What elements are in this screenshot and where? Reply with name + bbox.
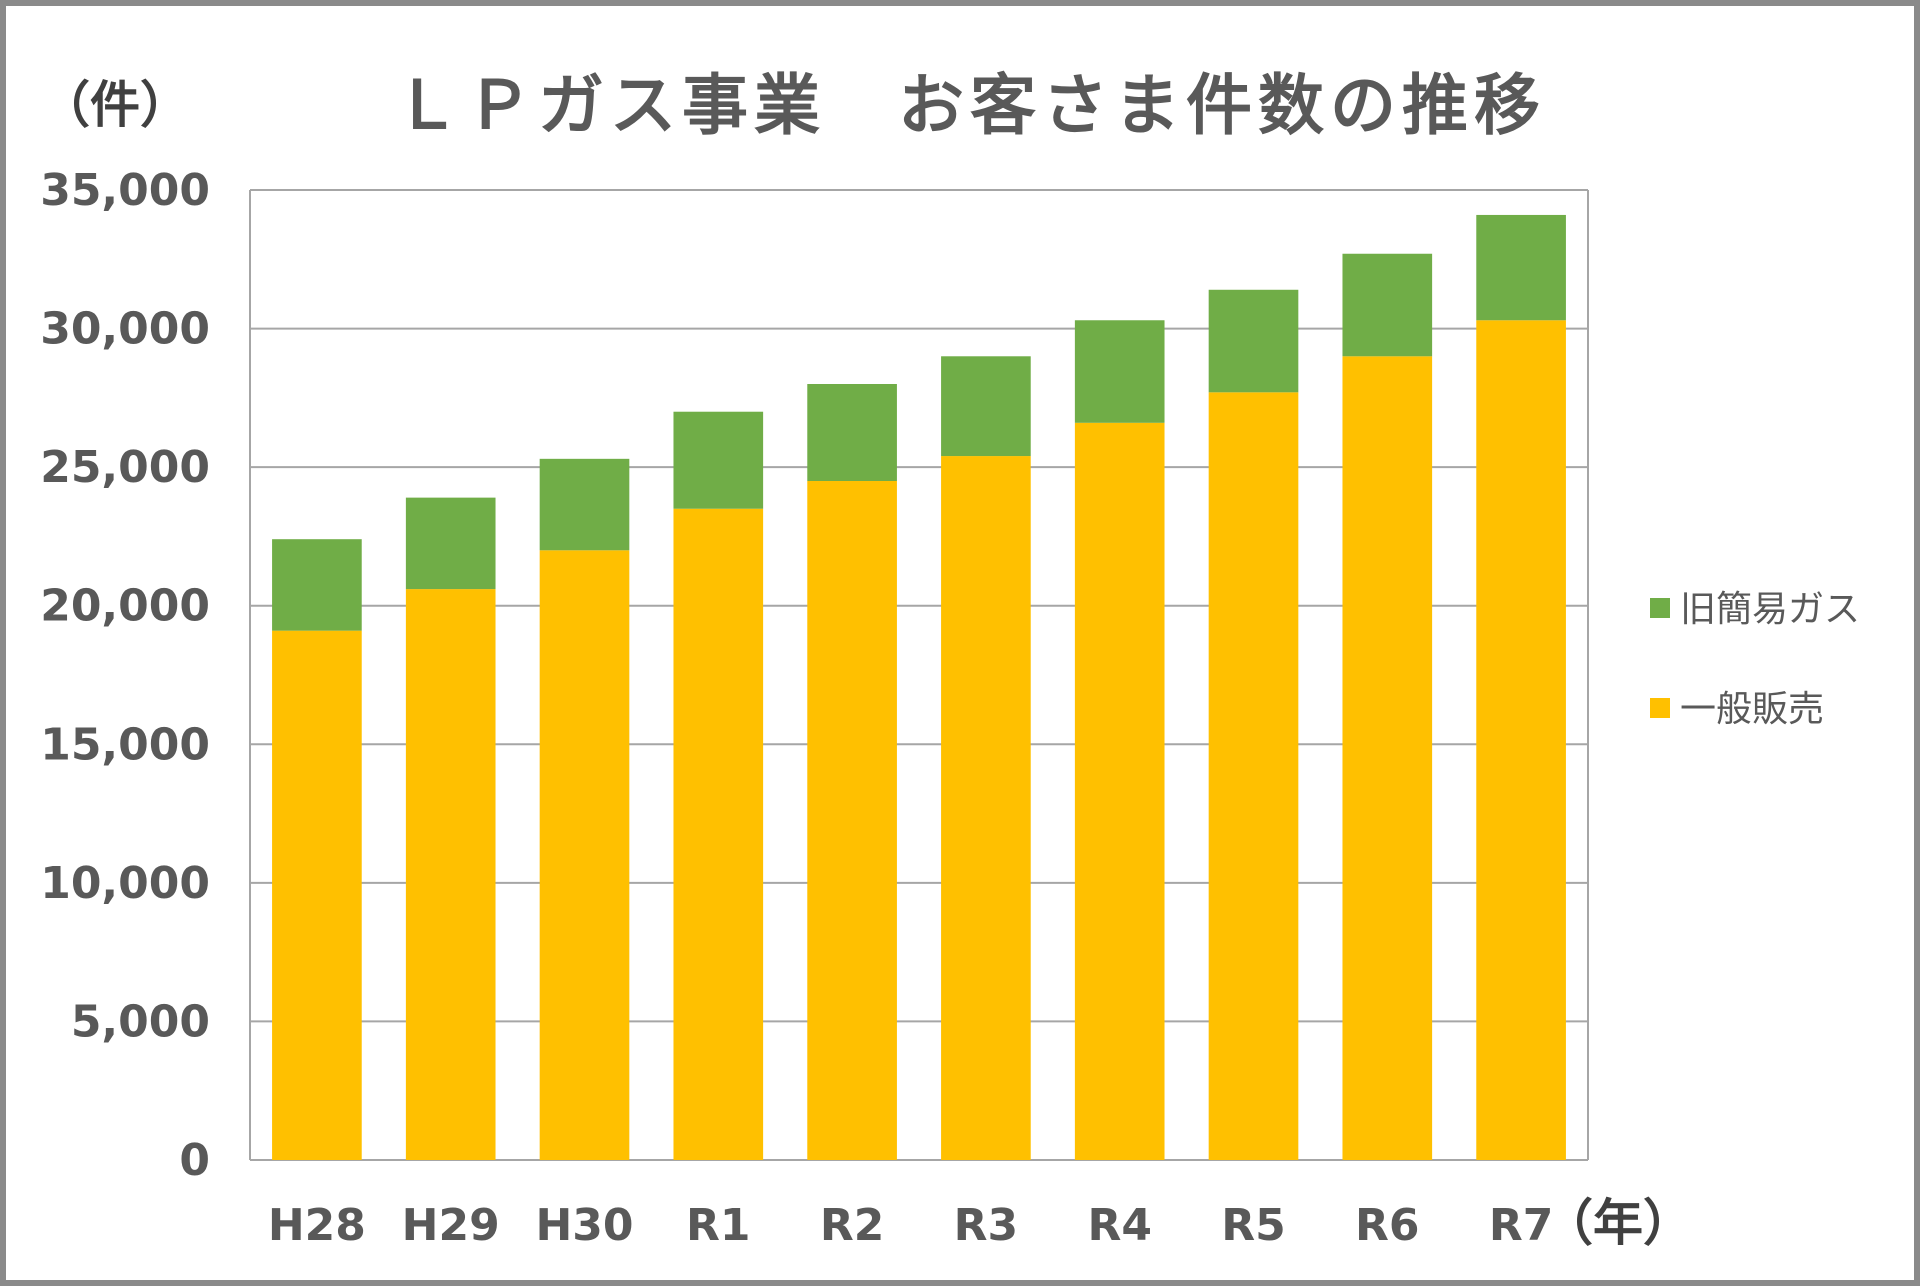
bar-former-simple-gas-R1 <box>673 411 764 509</box>
x-tick-label: R2 <box>820 1200 885 1251</box>
y-axis-unit-label: （件） <box>40 76 190 134</box>
x-tick-label: R6 <box>1355 1200 1420 1251</box>
bar-former-simple-gas-R3 <box>941 356 1031 457</box>
bar-former-simple-gas-H28 <box>272 539 362 631</box>
bar-general-sales-R4 <box>1074 422 1165 1160</box>
x-tick-label: R1 <box>686 1200 751 1251</box>
bar-former-simple-gas-H30 <box>539 458 630 551</box>
bar-former-simple-gas-R2 <box>807 384 897 481</box>
y-tick-label: 0 <box>179 1135 210 1186</box>
x-tick-label: H30 <box>535 1200 633 1251</box>
bar-former-simple-gas-R7 <box>1476 214 1566 321</box>
legend-label: 旧簡易ガス <box>1680 589 1860 630</box>
bar-former-simple-gas-H29 <box>405 497 496 590</box>
bar-former-simple-gas-R5 <box>1208 289 1299 393</box>
x-tick-label: R4 <box>1087 1200 1152 1251</box>
bar-general-sales-R3 <box>941 456 1031 1160</box>
y-tick-label: 35,000 <box>40 165 210 216</box>
bar-general-sales-R7 <box>1476 320 1566 1160</box>
x-tick-label: H28 <box>268 1200 366 1251</box>
bar-former-simple-gas-R4 <box>1074 320 1165 423</box>
x-tick-label: R7 <box>1489 1200 1554 1251</box>
x-axis-ticks: H28 H29 H30 R1 R2 R3 R4 R5 R6 R7 <box>268 1200 1553 1251</box>
y-tick-label: 5,000 <box>71 996 210 1047</box>
bar-general-sales-R2 <box>807 481 897 1160</box>
bar-general-sales-R5 <box>1208 392 1299 1160</box>
y-tick-label: 15,000 <box>40 719 210 770</box>
y-tick-label: 20,000 <box>40 581 210 632</box>
bar-general-sales-H28 <box>272 630 362 1160</box>
bar-general-sales-R6 <box>1342 356 1433 1160</box>
legend-swatch <box>1650 698 1670 718</box>
y-tick-label: 30,000 <box>40 304 210 355</box>
bars <box>272 214 1566 1160</box>
legend-label: 一般販売 <box>1680 689 1824 730</box>
x-axis-unit-label: （年） <box>1543 1194 1693 1252</box>
bar-former-simple-gas-R6 <box>1342 253 1433 357</box>
x-tick-label: H29 <box>402 1200 500 1251</box>
bar-general-sales-H29 <box>405 589 496 1160</box>
y-axis-ticks: 0 5,000 10,000 15,000 20,000 25,000 30,000 35,0… <box>40 165 210 1186</box>
bar-general-sales-H30 <box>539 550 630 1160</box>
x-tick-label: R5 <box>1221 1200 1286 1251</box>
legend-swatch <box>1650 598 1670 618</box>
y-tick-label: 10,000 <box>40 858 210 909</box>
x-tick-label: R3 <box>954 1200 1019 1251</box>
chart-title: ＬＰガス事業 お客さま件数の推移 <box>394 67 1546 144</box>
y-tick-label: 25,000 <box>40 442 210 493</box>
bar-general-sales-R1 <box>673 508 764 1160</box>
